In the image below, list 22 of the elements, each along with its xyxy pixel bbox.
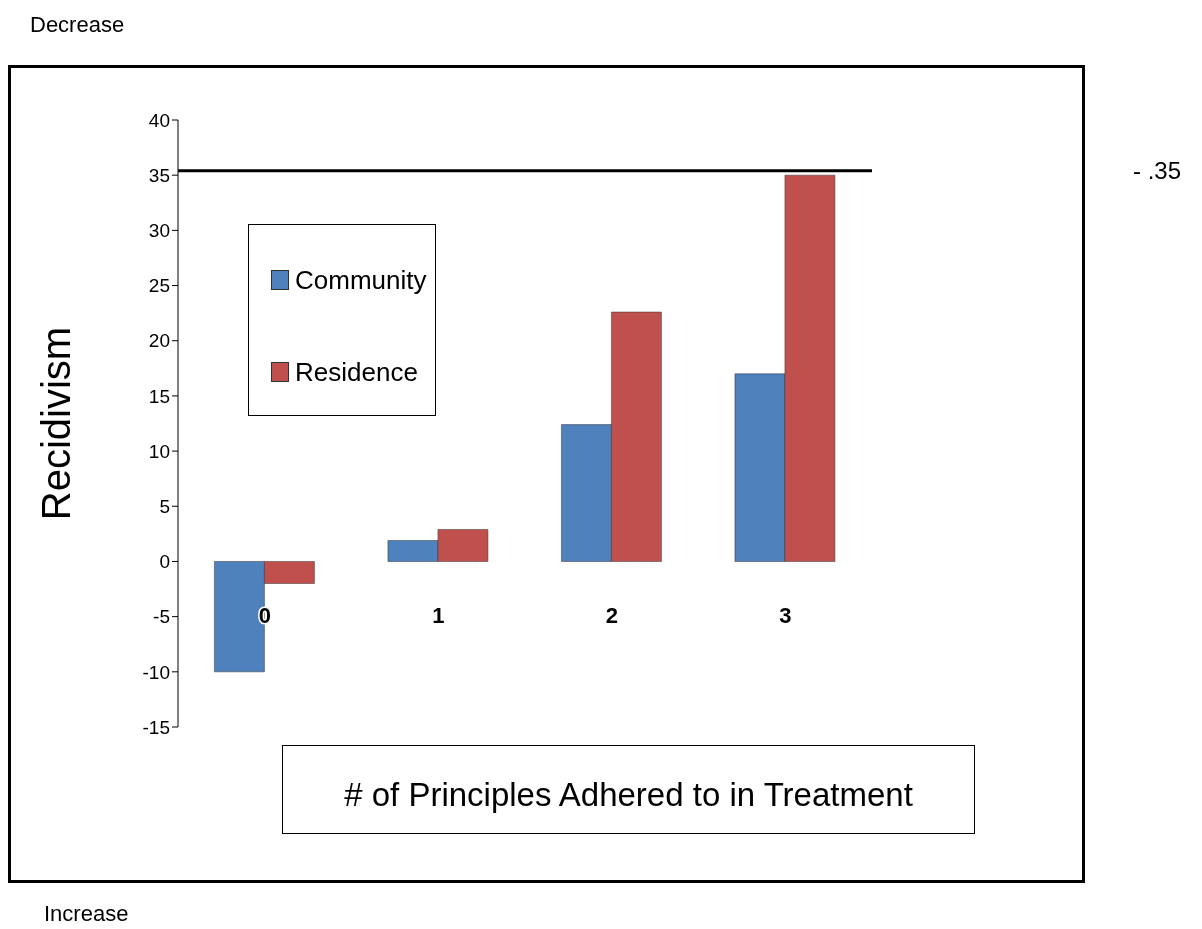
y-tick-label: -5 (153, 606, 170, 628)
y-tick-label: 10 (148, 440, 170, 462)
text: - .35 (1133, 156, 1182, 185)
x-axis-title: # of Principles Adhered to in Treatment (282, 745, 975, 834)
text: Decrease (30, 12, 125, 38)
y-tick-label: 25 (148, 275, 170, 297)
y-tick-label: 20 (148, 330, 170, 352)
y-tick-label: 30 (148, 220, 170, 242)
y-tick-label: 0 (159, 551, 170, 573)
x-tick-label: 1 (432, 603, 445, 629)
y-tick-label: 40 (148, 109, 170, 131)
x-tick-label: 3 (779, 603, 792, 629)
text: Increase (44, 901, 129, 927)
y-axis-title: Recidivism (34, 326, 79, 521)
y-tick-label: -10 (142, 661, 170, 683)
y-tick-label: 15 (148, 385, 170, 407)
legend-label: Residence (295, 356, 418, 388)
x-tick-label: 2 (605, 603, 618, 629)
y-tick-label: 35 (148, 164, 170, 186)
y-tick-label: -15 (142, 716, 170, 738)
legend-label: Community (295, 264, 427, 296)
y-tick-label: 5 (159, 496, 170, 518)
